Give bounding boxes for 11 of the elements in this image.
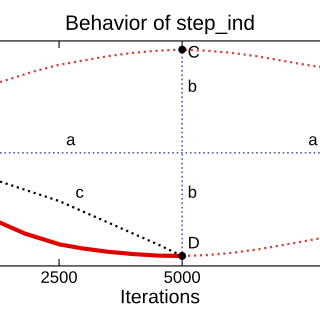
- chart-title: Behavior of step_ind: [66, 14, 254, 34]
- annotation: c: [76, 188, 84, 198]
- annotation: b: [188, 186, 196, 198]
- annotation: C: [188, 46, 200, 58]
- x-tick-label: 2500: [41, 271, 77, 284]
- annotation: a: [66, 136, 76, 146]
- x-axis-title: Iterations: [122, 289, 200, 304]
- annotation: a: [309, 136, 318, 146]
- x-tick-label: 5000: [164, 271, 200, 284]
- annotation: b: [188, 80, 196, 92]
- annotation: D: [189, 236, 199, 248]
